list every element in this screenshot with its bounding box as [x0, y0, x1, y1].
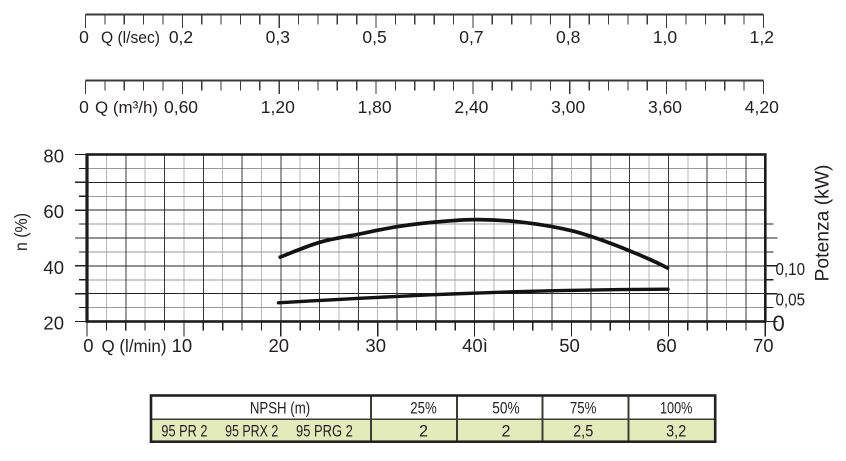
- svg-text:1,0: 1,0: [653, 27, 678, 47]
- svg-text:40: 40: [43, 257, 64, 278]
- svg-text:3,60: 3,60: [648, 97, 682, 117]
- svg-text:75%: 75%: [570, 399, 597, 418]
- svg-text:20: 20: [269, 335, 290, 356]
- svg-text:2: 2: [502, 421, 511, 440]
- svg-text:0,8: 0,8: [556, 27, 580, 47]
- svg-text:0,7: 0,7: [459, 27, 483, 47]
- svg-text:40ì: 40ì: [462, 335, 488, 356]
- svg-text:10: 10: [172, 335, 193, 356]
- svg-text:3,2: 3,2: [666, 421, 686, 440]
- svg-text:1,20: 1,20: [261, 97, 295, 117]
- svg-text:n (%): n (%): [11, 213, 31, 251]
- svg-text:1,80: 1,80: [358, 97, 392, 117]
- svg-text:25%: 25%: [410, 399, 437, 418]
- svg-text:100%: 100%: [660, 399, 692, 418]
- svg-text:0: 0: [79, 27, 89, 47]
- svg-text:70: 70: [753, 335, 774, 356]
- svg-text:3,00: 3,00: [551, 97, 585, 117]
- svg-text:20: 20: [43, 313, 64, 334]
- svg-text:95 PR 2: 95 PR 2: [161, 421, 207, 440]
- svg-text:0: 0: [79, 97, 89, 117]
- svg-text:30: 30: [365, 335, 386, 356]
- svg-text:0,2: 0,2: [169, 27, 193, 47]
- svg-text:Potenza (kW): Potenza (kW): [813, 165, 834, 282]
- svg-text:0: 0: [773, 311, 785, 336]
- svg-text:0,60: 0,60: [164, 97, 198, 117]
- svg-text:0,5: 0,5: [362, 27, 386, 47]
- svg-text:60: 60: [656, 335, 677, 356]
- svg-text:0,05: 0,05: [776, 290, 806, 310]
- svg-text:95 PRX 2: 95 PRX 2: [225, 421, 278, 440]
- svg-text:Q (l/min): Q (l/min): [102, 336, 167, 356]
- svg-text:1,2: 1,2: [750, 27, 774, 47]
- svg-text:80: 80: [43, 146, 64, 167]
- svg-text:Q (m³/h): Q (m³/h): [95, 98, 158, 117]
- svg-text:0: 0: [83, 335, 93, 356]
- svg-text:4,20: 4,20: [745, 97, 779, 117]
- svg-text:NPSH (m): NPSH (m): [250, 399, 310, 418]
- svg-text:Q (l/sec): Q (l/sec): [101, 28, 160, 47]
- svg-text:2: 2: [419, 421, 428, 440]
- svg-text:0,3: 0,3: [266, 27, 290, 47]
- svg-text:60: 60: [43, 201, 64, 222]
- svg-text:50%: 50%: [492, 399, 519, 418]
- svg-text:95 PRG 2: 95 PRG 2: [296, 421, 353, 440]
- svg-text:2,5: 2,5: [573, 421, 593, 440]
- svg-text:50: 50: [559, 335, 580, 356]
- svg-text:2,40: 2,40: [454, 97, 488, 117]
- svg-text:0,10: 0,10: [776, 259, 806, 279]
